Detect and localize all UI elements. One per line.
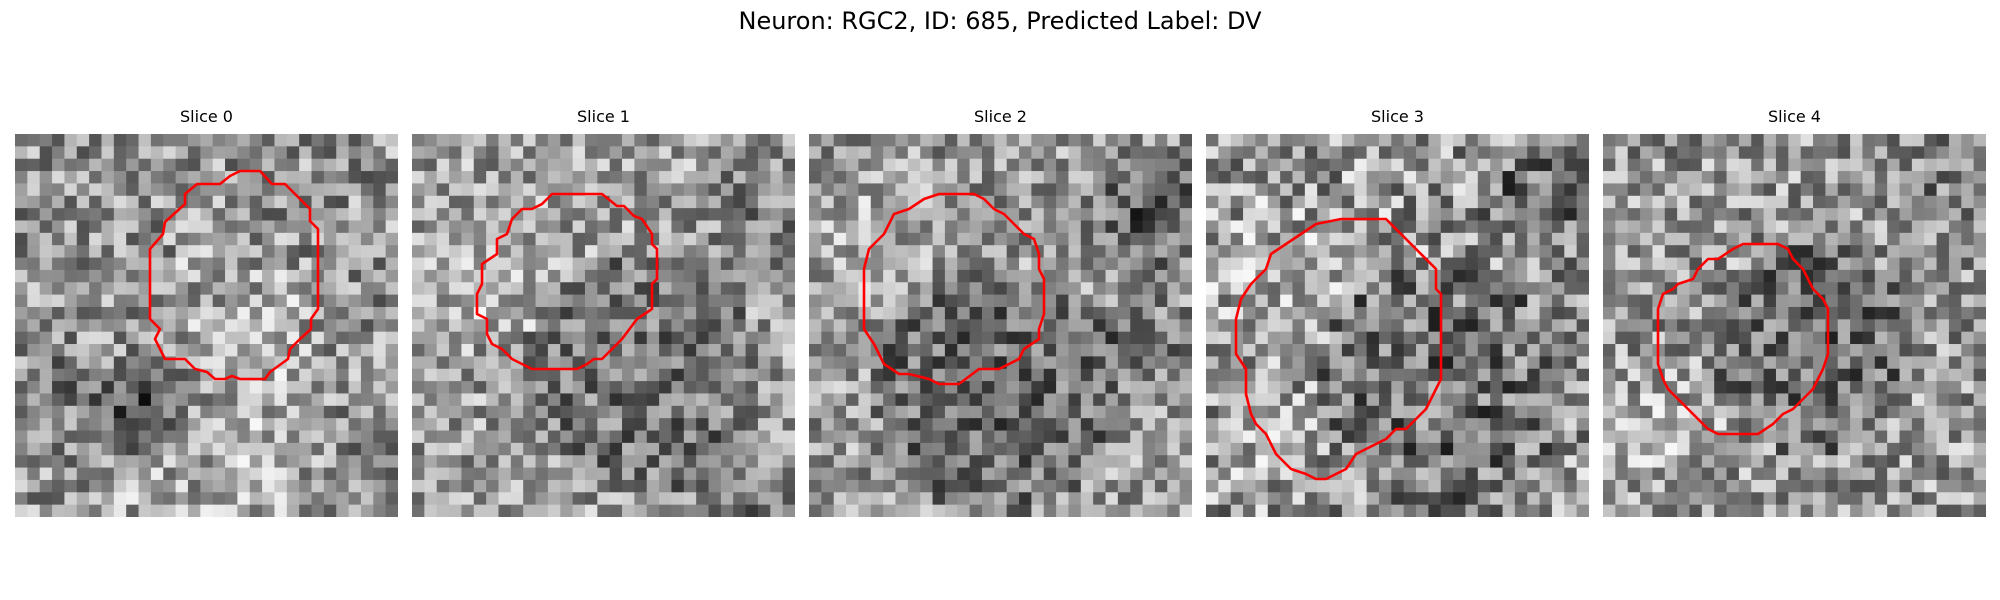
slice-panel-0: Slice 0	[15, 107, 398, 517]
slice-panel-1: Slice 1	[412, 107, 795, 517]
slice-panel-2: Slice 2	[809, 107, 1192, 517]
slice-image-3	[1206, 134, 1589, 517]
figure-title: Neuron: RGC2, ID: 685, Predicted Label: …	[738, 7, 1262, 35]
slice-panel-3: Slice 3	[1206, 107, 1589, 517]
slice-title-0: Slice 0	[180, 107, 233, 126]
pixel-grid	[412, 134, 795, 517]
pixel-grid	[1206, 134, 1589, 517]
pixel-grid	[15, 134, 398, 517]
slice-title-4: Slice 4	[1768, 107, 1821, 126]
segmentation-contour	[475, 192, 659, 371]
segmentation-contour	[862, 192, 1046, 386]
segmentation-contour	[1656, 242, 1830, 436]
slice-image-2	[809, 134, 1192, 517]
pixel-grid	[809, 134, 1192, 517]
pixel-grid	[1603, 134, 1986, 517]
slice-image-4	[1603, 134, 1986, 517]
slice-title-1: Slice 1	[577, 107, 630, 126]
slice-image-1	[412, 134, 795, 517]
slice-panel-4: Slice 4	[1603, 107, 1986, 517]
slice-image-0	[15, 134, 398, 517]
slice-title-2: Slice 2	[974, 107, 1027, 126]
segmentation-contour	[1234, 217, 1443, 481]
slice-title-3: Slice 3	[1371, 107, 1424, 126]
segmentation-contour	[148, 169, 320, 381]
